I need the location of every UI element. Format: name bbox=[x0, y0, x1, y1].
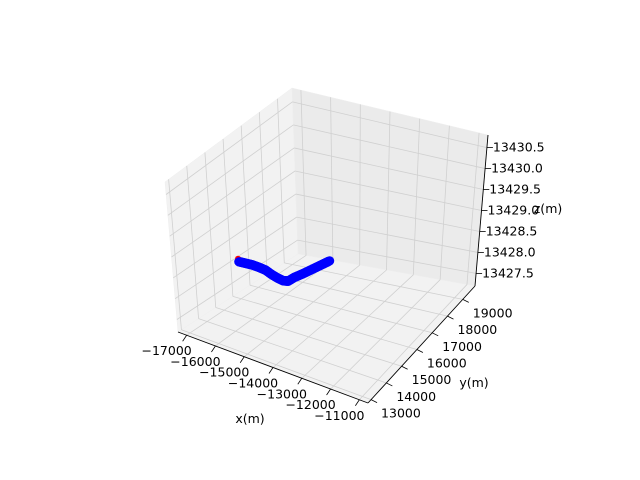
z-gridline bbox=[296, 216, 478, 253]
x-tick-mark bbox=[326, 388, 331, 396]
z-tick-label: 13428.0 bbox=[484, 244, 536, 259]
data-point bbox=[234, 257, 244, 267]
data-point bbox=[325, 256, 335, 266]
x-tick-label: −14000 bbox=[228, 376, 278, 391]
z-gridline bbox=[171, 170, 296, 258]
y-tick-label: 14000 bbox=[396, 389, 436, 404]
y-tick-label: 17000 bbox=[442, 339, 482, 354]
x-gridline bbox=[359, 284, 468, 401]
z-gridline bbox=[293, 124, 486, 169]
y-gridline bbox=[198, 318, 387, 384]
z-tick-label: 13428.5 bbox=[486, 223, 538, 238]
x-gridline bbox=[186, 255, 307, 336]
x-tick-mark bbox=[239, 356, 245, 363]
z-tick-label: 13430.0 bbox=[491, 161, 543, 176]
z-tick-label: 13430.5 bbox=[493, 140, 545, 155]
x-tick-mark bbox=[355, 399, 360, 406]
y-axis-line bbox=[367, 285, 476, 404]
y-gridline bbox=[232, 295, 418, 350]
z-gridline bbox=[297, 239, 477, 274]
x-tick-mark bbox=[211, 345, 216, 353]
y-tick-label: 13000 bbox=[381, 406, 421, 421]
y-tick-mark bbox=[401, 365, 408, 370]
x-tick-label: −15000 bbox=[199, 365, 249, 380]
x-tick-label: −11000 bbox=[314, 408, 364, 423]
z-gridline bbox=[176, 239, 298, 320]
y-tick-mark bbox=[370, 399, 378, 404]
y-axis-label: y(m) bbox=[459, 375, 488, 390]
z-gridline bbox=[294, 147, 484, 190]
y-gridline bbox=[215, 307, 402, 367]
y-tick-mark bbox=[462, 299, 469, 303]
x-axis-label: x(m) bbox=[235, 411, 264, 426]
z-tick-label: 13429.5 bbox=[489, 182, 541, 197]
x-gridline bbox=[243, 264, 360, 358]
y-tick-label: 18000 bbox=[457, 322, 497, 337]
z-gridline bbox=[167, 124, 294, 216]
x-gridline bbox=[330, 279, 441, 390]
x-tick-mark bbox=[182, 335, 187, 342]
x-tick-mark bbox=[297, 378, 303, 385]
z-gridline bbox=[292, 101, 488, 148]
y-tick-mark bbox=[432, 332, 439, 337]
data-points bbox=[234, 255, 335, 286]
z-tick-label: 13427.5 bbox=[482, 265, 534, 280]
tick-labels: −17000−16000−15000−14000−13000−12000−110… bbox=[142, 140, 545, 423]
y-tick-label: 19000 bbox=[473, 305, 513, 320]
z-axis-label: z(m) bbox=[534, 201, 563, 216]
z-gridline bbox=[165, 101, 293, 195]
z-gridline bbox=[173, 193, 297, 279]
z-tick-label: 13429.0 bbox=[488, 203, 540, 218]
tick-marks bbox=[182, 147, 493, 406]
x-tick-mark bbox=[268, 367, 274, 374]
y-tick-label: 16000 bbox=[427, 356, 467, 371]
y-tick-label: 15000 bbox=[412, 372, 452, 387]
y-tick-mark bbox=[416, 349, 424, 353]
z-gridline bbox=[295, 193, 480, 232]
x-gridline bbox=[272, 269, 387, 368]
x-tick-label: −12000 bbox=[285, 397, 335, 412]
y-tick-mark bbox=[386, 382, 393, 387]
x-tick-label: −13000 bbox=[257, 386, 307, 401]
x-gridline bbox=[301, 274, 414, 379]
x-tick-label: −16000 bbox=[170, 354, 220, 369]
y-gridline bbox=[181, 329, 372, 401]
y-gridline bbox=[249, 284, 433, 334]
x-tick-label: −17000 bbox=[142, 343, 192, 358]
x-gridline bbox=[215, 259, 334, 347]
z-gridline bbox=[169, 147, 295, 237]
y-tick-mark bbox=[447, 315, 454, 320]
z-gridline bbox=[294, 170, 482, 211]
